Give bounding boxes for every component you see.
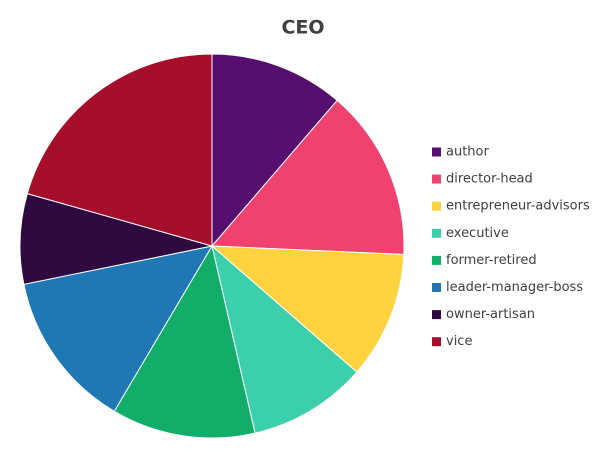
legend-swatch (432, 310, 441, 320)
pie-slice (26, 53, 213, 247)
legend-label: owner-artisan (446, 307, 535, 322)
pie-slice (113, 244, 256, 439)
legend-swatch (432, 337, 441, 347)
legend-swatch (432, 255, 441, 265)
legend-swatch (432, 283, 441, 292)
pie-slice (211, 244, 358, 434)
pie-slice (23, 245, 214, 412)
legend-label: former-retired (446, 253, 537, 268)
pie-slice (210, 245, 405, 373)
pie-slice (211, 53, 338, 248)
legend-swatch (432, 201, 441, 211)
legend-label: director-head (446, 172, 533, 187)
legend-swatch (432, 174, 441, 184)
legend-label: executive (446, 226, 509, 241)
legend-swatch (432, 147, 441, 157)
legend-label: author (446, 145, 489, 160)
legend-swatch (432, 228, 441, 238)
legend-label: entrepreneur-advisors (446, 199, 590, 214)
pie-slice (210, 99, 405, 255)
legend-label: vice (446, 334, 472, 349)
chart-title: CEO (281, 17, 324, 39)
legend-label: leader-manager-boss (446, 280, 583, 295)
